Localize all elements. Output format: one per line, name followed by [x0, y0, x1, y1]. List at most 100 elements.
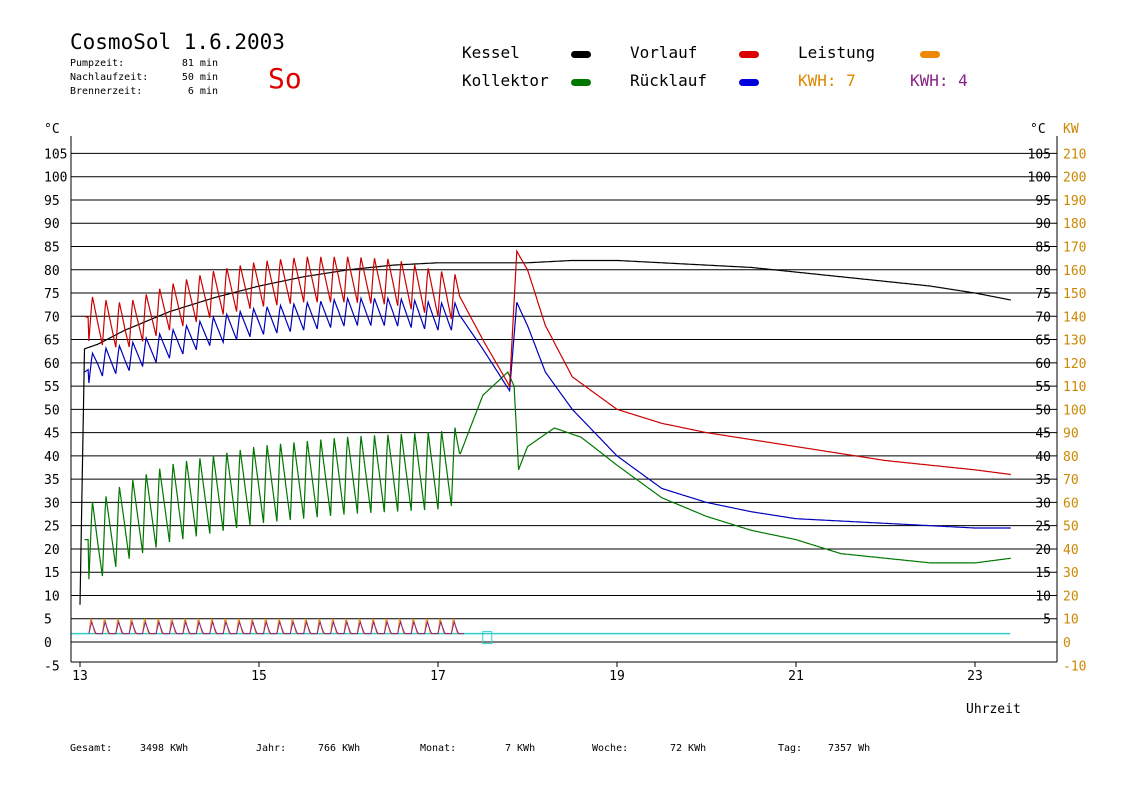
- y-tick-left: 65: [44, 334, 60, 349]
- y-tick-right: 100: [1028, 171, 1051, 186]
- y-tick-kw: -10: [1063, 659, 1086, 674]
- nachlaufzeit-value: 50 min: [181, 72, 218, 83]
- y-tick-right: 60: [1035, 357, 1051, 372]
- x-tick-label: 17: [430, 669, 446, 684]
- y-tick-right: 35: [1035, 473, 1051, 488]
- legend-leistung-swatch: [920, 51, 940, 58]
- footer-monat-value: 7 KWh: [505, 743, 536, 754]
- y-tick-right: 65: [1035, 334, 1051, 349]
- footer-woche-label: Woche:: [592, 743, 629, 754]
- y-tick-kw: 140: [1063, 310, 1086, 325]
- y-tick-kw: 170: [1063, 240, 1086, 255]
- y-tick-right: 50: [1035, 403, 1051, 418]
- pumpzeit-label: Pumpzeit:: [70, 58, 125, 69]
- chart-title: CosmoSol 1.6.2003: [70, 30, 285, 54]
- y-tick-kw: 150: [1063, 287, 1086, 302]
- y-tick-right: 70: [1035, 310, 1051, 325]
- x-tick-label: 19: [609, 669, 625, 684]
- series-kessel: [79, 259, 1011, 605]
- y-tick-kw: 100: [1063, 403, 1086, 418]
- footer-tag-value: 7357 Wh: [828, 743, 871, 754]
- legend-kwh-purple: KWH: 4: [910, 71, 968, 90]
- brennerzeit-value: 6 min: [187, 86, 218, 97]
- y-tick-left: 55: [44, 380, 60, 395]
- y-tick-left: 95: [44, 194, 60, 209]
- legend-vorlauf-swatch: [739, 51, 759, 58]
- footer-gesamt-value: 3498 KWh: [140, 743, 189, 754]
- y-tick-right: 15: [1035, 566, 1051, 581]
- chart-grid: [71, 152, 1057, 643]
- y-tick-left: 10: [44, 589, 60, 604]
- left-unit-label: °C: [44, 122, 60, 137]
- y-tick-right: 80: [1035, 264, 1051, 279]
- y-tick-right: 105: [1028, 147, 1051, 162]
- y-tick-left: 70: [44, 310, 60, 325]
- y-tick-kw: 120: [1063, 357, 1086, 372]
- footer-jahr-label: Jahr:: [256, 743, 287, 754]
- y-tick-left: 60: [44, 357, 60, 372]
- y-tick-right: 20: [1035, 543, 1051, 558]
- y-tick-left: 25: [44, 520, 60, 535]
- y-tick-kw: 70: [1063, 473, 1079, 488]
- kw-unit-label: KW: [1063, 122, 1079, 137]
- right-unit-label: °C: [1030, 122, 1046, 137]
- y-tick-right: 95: [1035, 194, 1051, 209]
- x-tick-label: 13: [72, 669, 88, 684]
- y-tick-left: 45: [44, 427, 60, 442]
- legend-kessel-swatch: [571, 51, 591, 58]
- y-tick-kw: 200: [1063, 171, 1086, 186]
- footer-woche-value: 72 KWh: [670, 743, 707, 754]
- footer-monat-label: Monat:: [420, 743, 457, 754]
- legend-vorlauf-label: Vorlauf: [630, 43, 698, 62]
- legend-kollektor-label: Kollektor: [462, 71, 549, 90]
- y-tick-kw: 50: [1063, 520, 1079, 535]
- y-tick-kw: 60: [1063, 496, 1079, 511]
- series-vorlauf: [84, 249, 1011, 476]
- footer-tag-label: Tag:: [778, 743, 803, 754]
- y-tick-left: 5: [44, 613, 52, 628]
- y-tick-kw: 10: [1063, 613, 1079, 628]
- y-tick-kw: 30: [1063, 566, 1079, 581]
- footer-gesamt-label: Gesamt:: [70, 743, 113, 754]
- y-tick-left: 40: [44, 450, 60, 465]
- weekday-label: So: [268, 62, 302, 95]
- series-kwh2: [88, 620, 464, 635]
- y-tick-left: 15: [44, 566, 60, 581]
- y-tick-left: 20: [44, 543, 60, 558]
- y-tick-left: 75: [44, 287, 60, 302]
- legend-leistung-label: Leistung: [798, 43, 876, 62]
- brennerzeit-label: Brennerzeit:: [70, 86, 143, 97]
- series-ruecklauf: [84, 295, 1011, 529]
- chart-series: [71, 249, 1011, 645]
- x-axis-label: Uhrzeit: [966, 702, 1021, 717]
- y-tick-kw: 40: [1063, 543, 1079, 558]
- series-kollektor: [84, 371, 1011, 580]
- x-tick-label: 15: [251, 669, 267, 684]
- y-tick-right: 55: [1035, 380, 1051, 395]
- y-tick-left: 80: [44, 264, 60, 279]
- y-tick-kw: 190: [1063, 194, 1086, 209]
- y-tick-left: 100: [44, 171, 67, 186]
- chart-ticks: -505101520253035404550556065707580859095…: [44, 147, 1086, 684]
- nachlaufzeit-label: Nachlaufzeit:: [70, 72, 149, 83]
- y-tick-left: 90: [44, 217, 60, 232]
- y-tick-left: 85: [44, 240, 60, 255]
- legend-kessel-label: Kessel: [462, 43, 520, 62]
- y-tick-right: 45: [1035, 427, 1051, 442]
- y-tick-right: 30: [1035, 496, 1051, 511]
- y-tick-kw: 90: [1063, 427, 1079, 442]
- y-tick-left: -5: [44, 659, 60, 674]
- y-tick-kw: 210: [1063, 147, 1086, 162]
- y-tick-kw: 0: [1063, 636, 1071, 651]
- y-tick-right: 10: [1035, 589, 1051, 604]
- y-tick-kw: 110: [1063, 380, 1086, 395]
- x-tick-label: 21: [788, 669, 804, 684]
- y-tick-kw: 130: [1063, 334, 1086, 349]
- legend-kollektor-swatch: [571, 79, 591, 86]
- pumpzeit-value: 81 min: [181, 58, 218, 69]
- y-tick-left: 35: [44, 473, 60, 488]
- y-tick-right: 40: [1035, 450, 1051, 465]
- legend-kwh-orange: KWH: 7: [798, 71, 856, 90]
- y-tick-right: 5: [1043, 613, 1051, 628]
